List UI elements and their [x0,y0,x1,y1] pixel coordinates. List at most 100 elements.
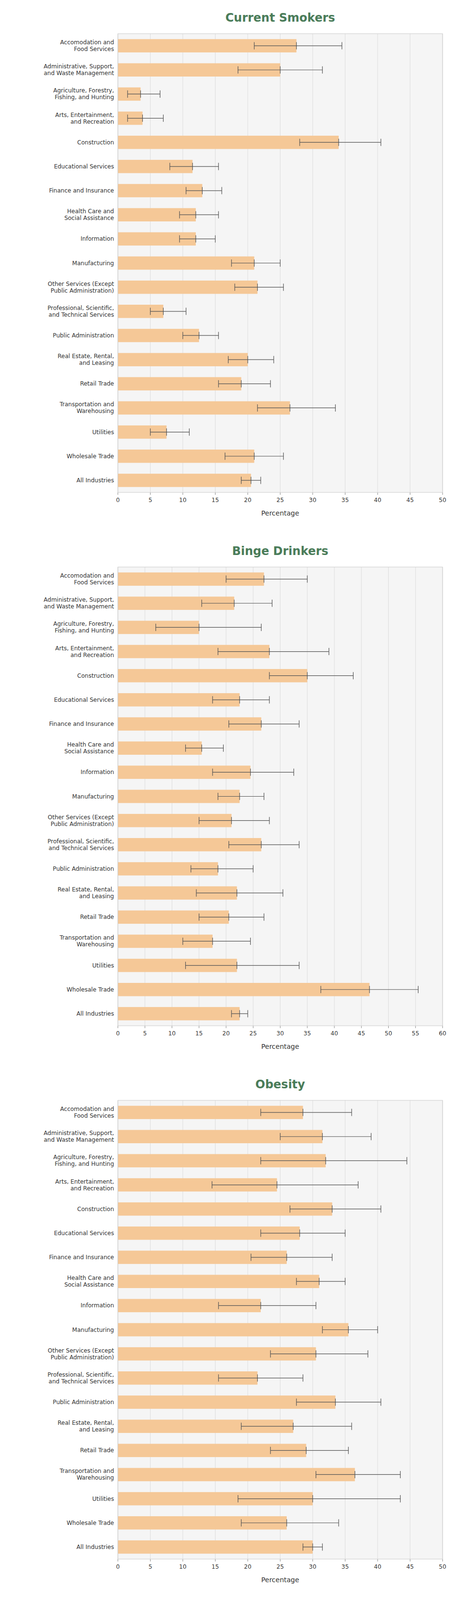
error-cap-high [185,307,187,315]
category-label: Manufacturing [72,259,115,267]
tick-mark [279,1558,281,1561]
category-label-line: Food Services [74,1111,115,1119]
tick-mark [409,1558,411,1561]
error-cap-low [127,114,128,122]
error-cap-high [370,1132,372,1140]
category-label-line: Social Assistance [64,214,115,222]
category-label-line: Arts, Entertainment, [55,1177,115,1185]
x-axis-label: Percentage [261,508,300,517]
category-label-line: and Technical Services [48,311,115,318]
category-label-line: Educational Services [53,163,115,170]
category-label-line: Transportation and [59,1466,115,1474]
category-label: Arts, Entertainment,and Recreation [55,111,115,126]
tick-label: 50 [438,1562,446,1570]
error-cap-high [268,695,270,703]
tick-label: 25 [276,1562,284,1570]
category-label: Public Administration [52,864,115,872]
error-bar [299,141,381,143]
error-cap-high [268,816,270,824]
error-cap-low [182,331,183,339]
error-bar [179,238,216,240]
category-label: Construction [77,1205,115,1212]
error-cap-high [335,404,336,412]
error-bar [254,45,343,46]
category-label-line: Public Administration) [50,820,115,827]
tick-mark [334,1025,335,1028]
tick-label: 15 [211,496,219,504]
error-cap-low [320,985,321,993]
error-cap-low [218,380,219,388]
tick-label: 30 [308,1562,317,1570]
error-cap-low [185,961,186,969]
error-bar [182,940,251,941]
tick-label: 35 [341,496,349,504]
value-tick [354,1470,356,1478]
category-label-line: and Leasing [79,892,115,900]
category-label: Wholesale Trade [66,1518,115,1526]
error-bar [182,334,219,336]
value-tick [140,90,141,98]
category-label-line: Manufacturing [72,1325,115,1333]
tick-label: 10 [178,496,187,504]
tick-mark [150,492,151,495]
value-tick [202,187,203,195]
category-label: Accomodation andFood Services [60,38,115,53]
category-label: Construction [77,139,115,146]
category-label-line: Construction [77,1205,115,1212]
error-cap-low [241,1421,242,1430]
tick-label: 15 [211,1562,219,1570]
category-label: Wholesale Trade [66,985,115,993]
category-label-line: and Recreation [70,118,115,126]
value-tick [250,476,252,484]
tick-mark [247,1558,249,1561]
tick-mark [442,492,444,495]
value-tick [322,1132,323,1140]
error-cap-high [271,599,273,607]
category-label: Finance and Insurance [49,187,115,194]
error-cap-low [198,913,200,921]
category-label-line: Warehousing [76,940,115,948]
error-bar [231,262,280,264]
value-tick [286,1518,287,1526]
error-cap-low [231,259,232,267]
category-label: Accomodation andFood Services [60,1104,115,1119]
error-cap-low [289,1204,291,1212]
category-label-line: Accomodation and [60,38,115,46]
error-cap-low [185,744,186,752]
plot-area [117,1099,443,1559]
error-bar [212,1183,359,1185]
error-bar [201,602,272,604]
category-label: Educational Services [53,696,115,703]
grid-line [279,33,281,493]
category-label-line: and Technical Services [48,844,115,851]
tick-mark [442,1558,444,1561]
error-bar [218,383,271,384]
category-label-line: Real Estate, Rental, [57,352,115,360]
category-label: Health Care andSocial Assistance [64,207,115,222]
error-cap-low [253,42,255,50]
tick-mark [144,1025,146,1028]
error-cap-low [270,1349,271,1357]
value-tick [261,720,262,728]
error-bar [257,407,336,408]
error-cap-high [315,1301,317,1309]
error-cap-low [218,1373,219,1381]
tick-mark [442,1025,444,1028]
category-label: Educational Services [53,1229,115,1236]
tick-mark [306,1025,308,1028]
error-bar [228,723,300,724]
error-cap-low [218,1301,219,1309]
error-bar [228,359,275,360]
grid-line [388,566,389,1026]
error-cap-high [380,1397,381,1405]
tick-label: 60 [438,1029,446,1037]
error-bar [316,1473,401,1474]
tick-label: 10 [178,1562,187,1570]
category-label: Professional, Scientific,and Technical S… [47,304,115,318]
value-tick [236,888,238,897]
error-bar [212,771,294,773]
category-label: All Industries [76,476,115,484]
category-label-line: Arts, Entertainment, [55,111,115,119]
error-bar [241,1521,340,1523]
value-tick [279,66,281,74]
